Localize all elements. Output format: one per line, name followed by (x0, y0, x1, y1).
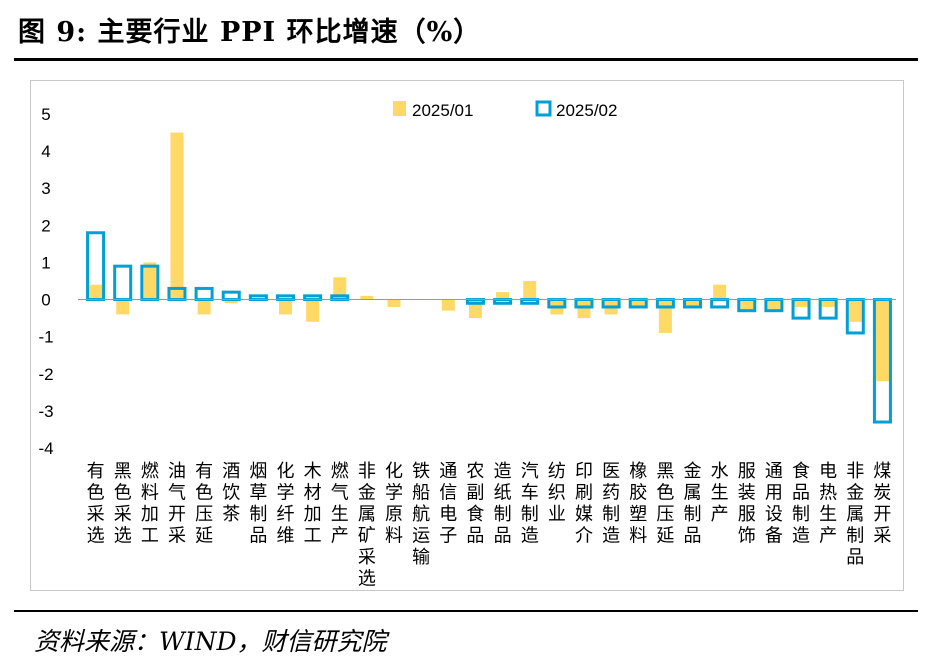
y-tick-label: 1 (41, 253, 50, 272)
bar-2025-02 (303, 294, 323, 302)
bar-2025-01 (821, 299, 835, 307)
bar-2025-01 (848, 299, 862, 322)
category-label: 通用设备 (765, 461, 783, 547)
bar-2025-01 (713, 284, 727, 300)
y-tick-label: 3 (41, 179, 50, 198)
series-2025-02-bars (86, 231, 892, 424)
category-label: 煤炭开采 (873, 461, 891, 547)
bar-2025-01 (767, 299, 781, 311)
bar-2025-01 (306, 299, 320, 322)
bar-2025-01 (116, 299, 130, 315)
bar-2025-02 (710, 298, 730, 309)
category-label: 金属制品 (684, 461, 702, 547)
bar-2025-01 (224, 299, 238, 304)
bar-2025-01 (197, 299, 211, 315)
category-label: 燃气生产 (331, 461, 349, 547)
legend-swatch-2025-02 (535, 100, 552, 117)
bar-2025-01 (387, 299, 401, 307)
bar-2025-01 (875, 299, 889, 382)
category-label: 汽车制造 (521, 461, 539, 547)
bar-2025-01 (740, 299, 754, 311)
y-tick-label: -1 (38, 328, 53, 347)
bar-2025-01 (577, 299, 591, 319)
category-label: 造纸制品 (494, 461, 512, 547)
legend-label-2025-02: 2025/02 (556, 101, 617, 120)
category-label: 纺织业 (548, 461, 566, 525)
bar-2025-01 (441, 299, 455, 311)
category-label: 黑色采选 (114, 461, 132, 547)
category-label: 化学原料 (385, 461, 403, 547)
y-axis: 5 4 3 2 1 0 -1 -2 -3 -4 (38, 105, 53, 458)
y-tick-label: 2 (41, 216, 50, 235)
category-label: 食品制造 (792, 461, 810, 547)
category-label: 化学纤维 (277, 461, 295, 547)
bar-2025-01 (496, 292, 510, 300)
category-label: 非金属矿采选 (358, 461, 376, 590)
category-label: 酒饮茶 (222, 461, 240, 525)
bar-2025-02 (221, 290, 241, 302)
y-tick-label: -2 (38, 365, 53, 384)
source-note: 资料来源：WIND，财信研究院 (34, 627, 387, 656)
bar-2025-01 (686, 299, 699, 307)
chart-legend: 2025/01 2025/02 (393, 100, 617, 120)
bar-2025-01 (170, 132, 184, 300)
category-label: 油气开采 (168, 461, 186, 547)
legend-label-2025-01: 2025/01 (412, 101, 473, 120)
bar-2025-01 (658, 299, 672, 333)
bar-2025-02 (520, 298, 540, 305)
legend-swatch-2025-01 (393, 101, 406, 116)
y-tick-label: 0 (41, 291, 50, 310)
bottom-rule (14, 610, 918, 612)
category-label: 木材加工 (304, 461, 322, 547)
category-label: 农副食品 (466, 461, 484, 547)
figure-title: 图 9: 主要行业 PPI 环比增速（%） (18, 17, 482, 48)
bar-2025-02 (493, 298, 513, 305)
category-label: 电热生产 (819, 461, 837, 547)
bar-2025-02 (113, 264, 133, 302)
category-label: 印刷媒介 (575, 461, 593, 547)
bar-2025-02 (194, 286, 214, 302)
y-tick-label: -3 (38, 402, 53, 421)
category-label: 服装服饰 (738, 461, 756, 547)
bar-2025-01 (360, 295, 374, 300)
series-2025-01-bars (89, 132, 889, 382)
category-label: 非金属制品 (846, 461, 864, 568)
bar-2025-01 (631, 299, 645, 307)
y-tick-label: 5 (41, 105, 50, 124)
category-label: 通信电子 (439, 461, 457, 547)
bar-2025-01 (523, 281, 537, 300)
category-label: 有色采选 (87, 461, 105, 547)
category-label: 有色压延 (195, 461, 213, 547)
bar-2025-02 (276, 294, 295, 302)
category-label: 燃料加工 (141, 461, 159, 547)
y-tick-label: 4 (41, 142, 50, 161)
top-rule (14, 58, 918, 61)
bar-2025-01 (794, 299, 808, 307)
bar-2025-01 (279, 299, 292, 315)
category-labels: 有色采选黑色采选燃料加工油气开采有色压延酒饮茶烟草制品化学纤维木材加工燃气生产非… (87, 461, 892, 590)
y-tick-label: -4 (38, 439, 53, 458)
bar-2025-01 (89, 284, 103, 300)
bar-2025-02 (248, 294, 268, 302)
bar-2025-01 (143, 262, 157, 300)
category-label: 医药制造 (602, 461, 620, 547)
bar-2025-01 (333, 277, 347, 300)
category-label: 铁船航运输 (412, 461, 430, 568)
chart-frame (30, 80, 904, 591)
category-label: 橡胶塑料 (629, 461, 647, 547)
category-label: 烟草制品 (249, 461, 267, 547)
category-label: 黑色压延 (656, 461, 674, 547)
category-label: 水生产 (711, 461, 729, 525)
